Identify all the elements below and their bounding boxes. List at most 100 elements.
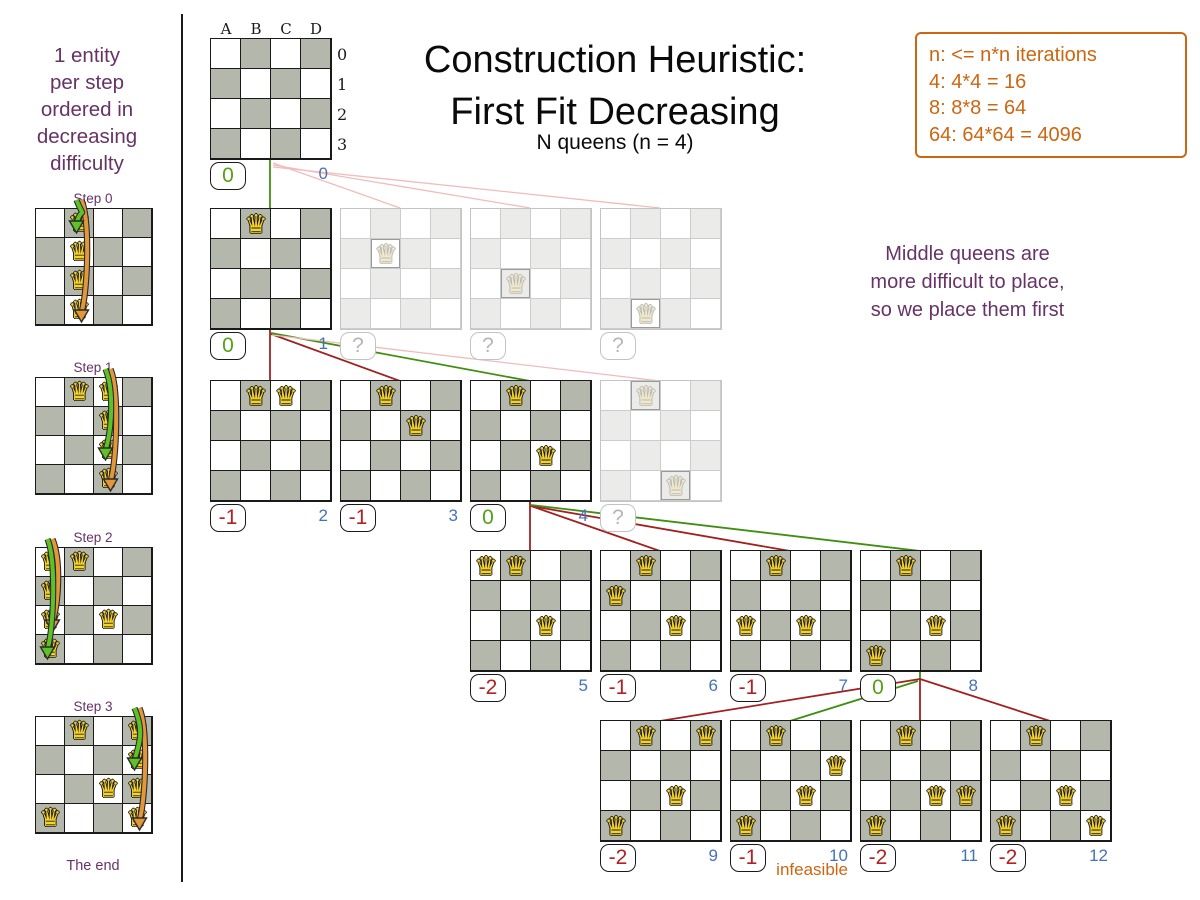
- board-cell: [631, 751, 661, 781]
- score-badge: -2: [600, 844, 636, 872]
- queen-icon: ♛: [534, 611, 558, 641]
- board-cell: [1051, 721, 1081, 751]
- board-cell: [401, 381, 431, 411]
- title-line-2: First Fit Decreasing: [450, 91, 780, 133]
- info-line: 8: 8*8 = 64: [929, 97, 1027, 119]
- board-cell: [691, 551, 721, 581]
- board-cell: [601, 811, 631, 841]
- board-cell: [601, 471, 631, 501]
- board-cell: [501, 471, 531, 501]
- board-cell: [601, 751, 631, 781]
- board-cell: [631, 239, 661, 269]
- board-cell: [371, 411, 401, 441]
- board-cell: [431, 471, 461, 501]
- board-cell: [1081, 721, 1111, 751]
- iteration-number: 3: [448, 506, 458, 525]
- board-cell: [631, 269, 661, 299]
- board-cell: [211, 99, 241, 129]
- score-badge: -1: [730, 844, 766, 872]
- board-cell: [861, 811, 891, 841]
- board-cell: [371, 441, 401, 471]
- board-cell: [471, 441, 501, 471]
- queen-icon: ♛: [68, 267, 91, 295]
- chessboard-faded: ♛: [470, 208, 592, 330]
- chessboard: ♛ ♛ ♛ ♛: [860, 720, 982, 842]
- board-cell: [921, 611, 951, 641]
- board-cell: [501, 299, 531, 329]
- board-cell: [821, 641, 851, 671]
- board-cell: [471, 239, 501, 269]
- queen-icon: ♛: [954, 781, 978, 811]
- intro-line: decreasing: [36, 125, 138, 148]
- board-cell: [471, 299, 501, 329]
- board-cell: [65, 635, 94, 664]
- board-cell: [1021, 781, 1051, 811]
- board-cell: [36, 407, 65, 436]
- queen-icon: ♛: [634, 721, 658, 751]
- board-cell: [691, 471, 721, 501]
- board-cell: [341, 299, 371, 329]
- board-cell: [661, 441, 691, 471]
- board-cell: [301, 239, 331, 269]
- queen-icon: ♛: [604, 581, 628, 611]
- board-cell: [65, 465, 94, 494]
- board-cell: [94, 775, 123, 804]
- step-label: Step 3: [73, 699, 113, 714]
- board-cell: [301, 441, 331, 471]
- board-cell: [691, 299, 721, 329]
- board-cell: [821, 751, 851, 781]
- board-cell: [271, 411, 301, 441]
- board-cell: [791, 551, 821, 581]
- board-cell: [431, 381, 461, 411]
- queen-icon: ♛: [68, 378, 91, 406]
- board-cell: [661, 269, 691, 299]
- board-cell: [36, 804, 65, 833]
- board-cell: [731, 721, 761, 751]
- board-cell: [241, 129, 271, 159]
- board-cell: [36, 775, 65, 804]
- board-cell: [211, 269, 241, 299]
- board-cell: [1051, 751, 1081, 781]
- chessboard: ♛ ♛ ♛ ♛: [990, 720, 1112, 842]
- board-cell: [951, 551, 981, 581]
- note-line: Middle queens are: [885, 243, 1050, 265]
- board-cell: [991, 751, 1021, 781]
- queen-icon: ♛: [126, 804, 149, 832]
- step-label: Step 2: [73, 530, 113, 545]
- board-cell: [951, 751, 981, 781]
- board-cell: [561, 239, 591, 269]
- queen-icon: ♛: [504, 269, 528, 299]
- board-cell: [401, 299, 431, 329]
- tree-edge: [919, 678, 1051, 722]
- board-cell: [431, 239, 461, 269]
- board-cell: [271, 209, 301, 239]
- board-cell: [821, 551, 851, 581]
- iteration-number: 2: [318, 506, 328, 525]
- board-cell: [601, 239, 631, 269]
- board-cell: [341, 269, 371, 299]
- board-cell: [271, 99, 301, 129]
- board-cell: [211, 239, 241, 269]
- iteration-number: 9: [708, 846, 718, 865]
- board-cell: [1081, 811, 1111, 841]
- board-cell: [371, 269, 401, 299]
- board-cell: [891, 811, 921, 841]
- board-cell: [211, 381, 241, 411]
- board-cell: [211, 129, 241, 159]
- board-cell: [891, 641, 921, 671]
- board-cell: [241, 299, 271, 329]
- queen-icon: ♛: [97, 436, 120, 464]
- board-cell: [301, 471, 331, 501]
- board-cell: [301, 69, 331, 99]
- queen-icon: ♛: [734, 611, 758, 641]
- board-cell: [341, 209, 371, 239]
- board-cell: [761, 721, 791, 751]
- queen-icon: ♛: [764, 721, 788, 751]
- tree-edge: [530, 504, 921, 552]
- board-cell: [1051, 781, 1081, 811]
- intro-line: per step: [49, 71, 125, 94]
- board-cell: [531, 411, 561, 441]
- board-cell: [531, 209, 561, 239]
- chessboard: ♛ ♛ ♛: [730, 550, 852, 672]
- queen-icon: ♛: [504, 551, 528, 581]
